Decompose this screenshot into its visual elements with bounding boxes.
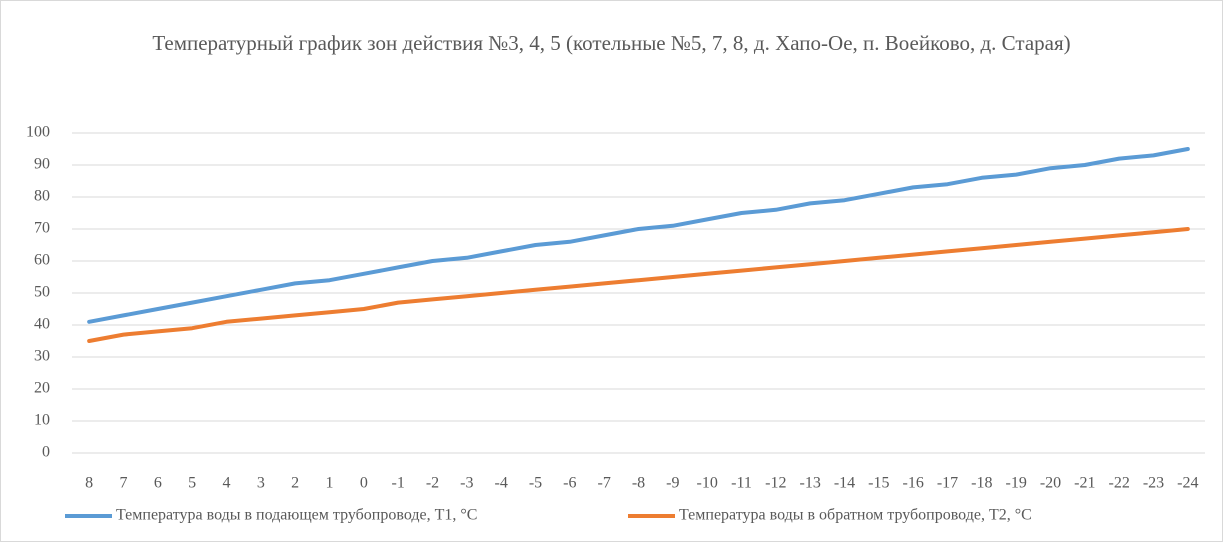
y-tick-label: 0: [42, 444, 50, 461]
chart-title: Температурный график зон действия №3, 4,…: [152, 31, 1071, 55]
x-tick-label: -9: [666, 475, 679, 492]
x-tick-label: -18: [971, 475, 992, 492]
y-tick-label: 90: [34, 156, 50, 173]
x-tick-label: 2: [291, 475, 299, 492]
x-tick-label: -14: [834, 475, 855, 492]
x-tick-label: -4: [495, 475, 508, 492]
x-tick-label: 8: [85, 475, 93, 492]
x-tick-label: 0: [360, 475, 368, 492]
x-tick-label: 4: [223, 475, 231, 492]
y-tick-label: 70: [34, 220, 50, 237]
x-tick-label: -12: [765, 475, 786, 492]
x-tick-label: -20: [1040, 475, 1061, 492]
y-tick-label: 10: [34, 412, 50, 429]
x-tick-label: -23: [1143, 475, 1164, 492]
x-tick-label: 5: [188, 475, 196, 492]
x-tick-label: -5: [529, 475, 542, 492]
x-tick-label: -1: [392, 475, 405, 492]
y-tick-label: 100: [26, 124, 50, 141]
x-tick-label: -19: [1006, 475, 1027, 492]
y-tick-label: 50: [34, 284, 50, 301]
legend-label: Температура воды в обратном трубопроводе…: [679, 507, 1032, 524]
x-tick-label: -24: [1177, 475, 1198, 492]
x-tick-label: 6: [154, 475, 162, 492]
x-tick-label: -3: [460, 475, 473, 492]
x-tick-label: -7: [598, 475, 611, 492]
x-tick-label: -21: [1074, 475, 1095, 492]
x-tick-label: -22: [1109, 475, 1130, 492]
x-tick-label: 1: [326, 475, 334, 492]
x-tick-label: -17: [937, 475, 958, 492]
y-tick-label: 40: [34, 316, 50, 333]
x-tick-label: -6: [563, 475, 576, 492]
y-tick-label: 30: [34, 348, 50, 365]
legend-label: Температура воды в подающем трубопроводе…: [116, 507, 477, 524]
x-tick-label: 7: [120, 475, 128, 492]
x-tick-label: -2: [426, 475, 439, 492]
x-tick-label: -11: [731, 475, 752, 492]
x-tick-label: -13: [800, 475, 821, 492]
x-tick-label: 3: [257, 475, 265, 492]
x-tick-label: -10: [697, 475, 718, 492]
y-tick-label: 80: [34, 188, 50, 205]
x-tick-label: -15: [868, 475, 889, 492]
y-tick-label: 60: [34, 252, 50, 269]
x-tick-label: -8: [632, 475, 645, 492]
series-line: [87, 147, 1190, 324]
y-tick-label: 20: [34, 380, 50, 397]
x-tick-label: -16: [903, 475, 924, 492]
series-line: [87, 227, 1190, 343]
